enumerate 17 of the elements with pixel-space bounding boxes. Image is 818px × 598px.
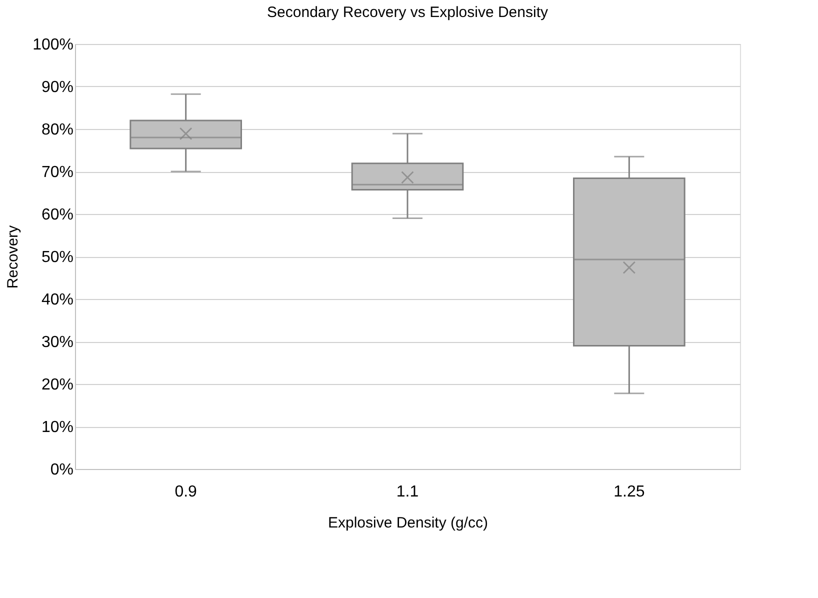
y-tick-label: 20%: [41, 376, 74, 394]
y-tick-label: 100%: [32, 36, 74, 54]
x-tick-label: 1.25: [614, 484, 645, 500]
y-axis-title: Recovery: [4, 224, 22, 289]
y-tick-label: 30%: [41, 334, 74, 351]
y-tick-label: 0%: [50, 462, 74, 478]
y-tick-label: 80%: [41, 122, 74, 138]
x-tick-label: 1.1: [396, 484, 419, 500]
chart-title: Secondary Recovery vs Explosive Density: [267, 4, 548, 21]
x-tick-label: 0.9: [174, 484, 198, 500]
y-tick-label: 60%: [41, 206, 74, 224]
y-tick-label: 50%: [41, 249, 74, 266]
y-tick-label: 70%: [41, 164, 74, 181]
y-tick-label: 90%: [41, 79, 74, 96]
y-tick-label: 10%: [41, 419, 74, 436]
x-axis-title: Explosive Density (g/cc): [328, 514, 488, 532]
y-tick-label: 40%: [41, 292, 74, 308]
